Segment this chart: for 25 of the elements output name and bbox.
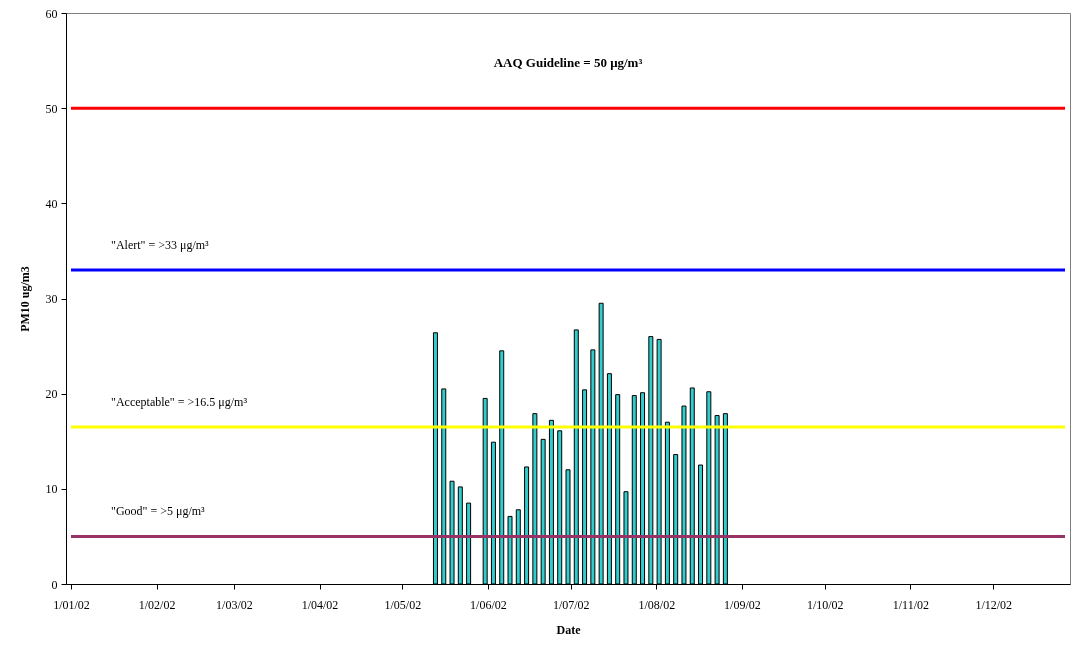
ref-line-label: "Good" = >5 μg/m³: [111, 504, 206, 519]
y-tick-label: 0: [51, 577, 58, 592]
x-tick-label: 1/05/02: [384, 597, 422, 612]
x-tick-label: 1/03/02: [216, 597, 253, 612]
x-axis-title: Date: [556, 622, 582, 637]
x-tick-label: 1/12/02: [975, 597, 1013, 612]
y-tick-label: 50: [45, 101, 58, 116]
y-tick-label: 40: [45, 196, 58, 211]
y-tick-label: 30: [45, 292, 58, 306]
x-tick-label: 1/04/02: [301, 597, 339, 612]
x-tick-label: 1/10/02: [806, 597, 844, 612]
x-tick-label: 1/02/02: [138, 597, 176, 612]
x-tick-label: 1/09/02: [724, 597, 761, 612]
ref-line-label: "Alert" = >33 μg/m³: [111, 237, 210, 252]
x-tick-label: 1/11/02: [892, 597, 929, 612]
y-tick-label: 60: [45, 6, 58, 21]
ref-line-label: AAQ Guideline = 50 μg/m³: [493, 55, 643, 71]
x-tick-label: 1/06/02: [470, 597, 507, 612]
ref-line-label: "Acceptable" = >16.5 μg/m³: [111, 394, 248, 409]
x-tick-label: 1/08/02: [638, 597, 676, 612]
y-tick-label: 10: [45, 482, 58, 497]
y-axis-title: PM10 ug/m3: [17, 266, 32, 332]
y-tick-label: 20: [45, 387, 58, 402]
x-tick-label: 1/01/02: [53, 597, 90, 612]
x-tick-label: 1/07/02: [552, 597, 590, 612]
